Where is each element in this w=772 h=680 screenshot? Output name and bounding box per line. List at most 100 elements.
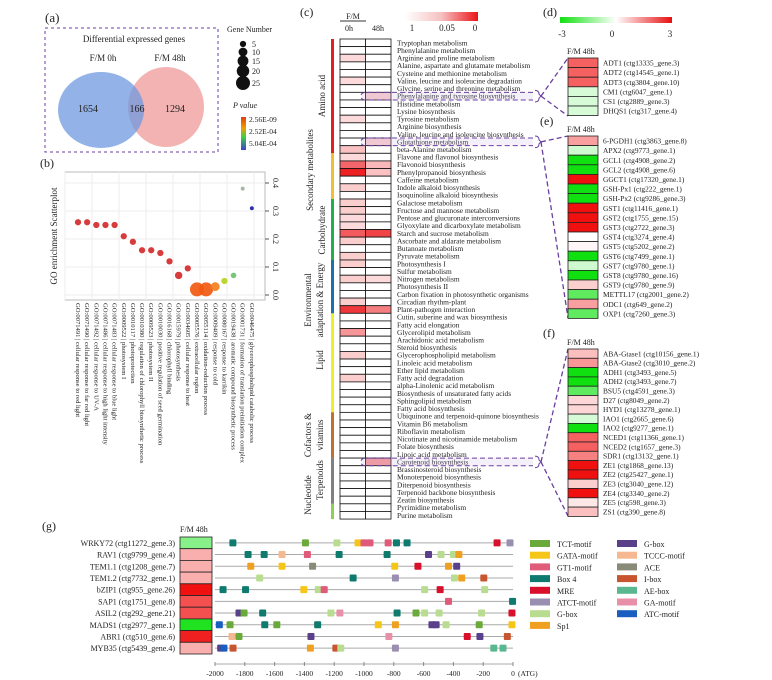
- gene-label: GST7 (ctg9780_gene.1): [603, 261, 675, 270]
- heatmap-cell: [339, 130, 366, 139]
- x-tick-label: -1000: [355, 669, 373, 678]
- legend-label: TCT-motif: [557, 540, 592, 549]
- gene-label: bZIP1 (ctg955_gene.26): [97, 586, 176, 595]
- gene-label: SAP1 (ctg1751_gene.8): [98, 597, 175, 606]
- panel-a-label: (a): [45, 10, 59, 25]
- venn-count-48h: 1294: [165, 104, 185, 115]
- x-tick-label: GO:0046475 | glycerophospholipid catabol…: [248, 303, 255, 444]
- category-label: Cofactors &: [303, 413, 313, 457]
- gene-heat-cell: [567, 145, 599, 156]
- pathway-label: Vitamin B6 metabolism: [397, 419, 468, 428]
- pathway-label: Ascorbate and aldarate metabolism: [397, 236, 501, 245]
- y-tick-label: 0.3: [271, 206, 280, 216]
- connector-line: [540, 95, 569, 117]
- legend-label: Box 4: [557, 575, 576, 584]
- motif-box: [309, 562, 317, 570]
- panel-f-label: (f): [543, 326, 555, 340]
- gene-heat-cell: [567, 250, 599, 262]
- heatmap-cell: [339, 61, 366, 70]
- pathway-label: Glutathione metabolism: [397, 137, 468, 146]
- category-label: Environmental: [303, 273, 313, 327]
- gene-label: GCL1 (ctg4908_gene.2): [603, 156, 676, 165]
- heatmap-cell: [339, 267, 366, 276]
- motif-box: [314, 586, 322, 594]
- gene-heat-cell: [567, 231, 599, 243]
- legend-swatch: [617, 563, 637, 571]
- legend-label: ATCT-motif: [557, 599, 597, 608]
- gene-label: GST5 (ctg5202_gene.2): [603, 242, 675, 251]
- legend-swatch: [530, 563, 550, 571]
- x-tick-label: GO:0071490 | cellular response to far re…: [83, 303, 90, 426]
- gene-label: ABA-Gtase1 (ctg10156_gene.1): [603, 349, 700, 358]
- x-tick-label: -1400: [296, 669, 314, 678]
- motif-box: [333, 539, 341, 547]
- motif-box: [493, 539, 501, 547]
- motif-box: [403, 539, 411, 547]
- heatmap-cell: [339, 320, 366, 329]
- heatmap-cell: [365, 190, 392, 200]
- connector-line: [540, 57, 569, 97]
- gene-heat-cell: [179, 606, 213, 620]
- motif-box: [453, 562, 461, 570]
- gene-heat-cell: [179, 595, 213, 608]
- legend-label: MRE: [557, 587, 574, 596]
- gene-label: IAO1 (ctg2665_gene.6): [603, 414, 674, 423]
- gene-heat-cell: [567, 86, 599, 97]
- highlight-bracket: [360, 91, 533, 101]
- fold-change-colorbar: [560, 17, 672, 23]
- pvalue-colorbar: [241, 117, 246, 150]
- heatmap-cell: [365, 84, 392, 93]
- gene-heat-cell: [567, 279, 599, 291]
- panel-b-label: (b): [40, 156, 54, 170]
- colorbar-label: 0.05: [439, 23, 455, 33]
- motif-box: [436, 586, 444, 594]
- heatmap-cell: [365, 160, 392, 169]
- color-legend-title: P value: [232, 101, 258, 110]
- legend-swatch: [530, 575, 550, 583]
- legend-swatch: [530, 598, 550, 606]
- gene-heat-cell: [567, 432, 599, 443]
- heatmap-cell: [339, 297, 366, 307]
- legend-label: ATC-motif: [644, 610, 679, 619]
- x-tick-label: 0: [511, 669, 515, 678]
- heatmap-cell: [365, 335, 392, 345]
- category-label: Amino acid: [317, 74, 327, 117]
- pathway-label: Phenylpropanoid biosynthesis: [397, 168, 486, 177]
- pathway-label: Valine, leucine and isoleucine degradati…: [397, 76, 522, 85]
- venn-count-0h: 1654: [78, 104, 98, 115]
- pathway-label: Glyoxylate and dicarboxylate metabolism: [397, 221, 521, 230]
- heatmap-cell: [339, 351, 366, 360]
- gene-heat-cell: [567, 478, 599, 489]
- gene-heat-cell: [567, 469, 599, 480]
- atg-label: (ATG): [518, 669, 538, 678]
- gene-label: RAV1 (ctg9799_gene.4): [97, 551, 175, 560]
- size-legend-label: 15: [252, 57, 260, 66]
- motif-box: [215, 621, 223, 629]
- heatmap-cell: [339, 389, 366, 398]
- heatmap-cell: [365, 297, 392, 307]
- motif-box: [444, 597, 452, 605]
- motif-box: [300, 586, 308, 594]
- pathway-label: Ubiquinone and terpenoid-quinone biosynt…: [397, 412, 539, 421]
- gene-label: GST4 (ctg3274_gene.4): [603, 233, 675, 242]
- pathway-label: Tryptophan metabolism: [397, 38, 468, 47]
- heatmap-cell: [365, 282, 392, 291]
- panel-c-label: (c): [300, 5, 313, 19]
- motif-box: [449, 551, 457, 559]
- pathway-label: Alanine, aspartate and glutamate metabol…: [397, 61, 530, 70]
- heatmap-cell: [365, 404, 392, 413]
- gene-label: D27 (ctg8049_gene.2): [603, 396, 670, 405]
- motif-box: [490, 644, 498, 652]
- scatter-point: [129, 238, 137, 245]
- category-bar: [331, 153, 334, 200]
- heatmap-cell: [365, 107, 392, 116]
- x-tick-label: -1200: [325, 669, 343, 678]
- heatmap-cell: [339, 335, 366, 345]
- heatmap-cell: [365, 381, 392, 390]
- gene-heat-cell: [567, 395, 599, 406]
- gene-heat-cell: [179, 548, 213, 561]
- gene-label: ZE5 (ctg598_gene.3): [603, 498, 666, 507]
- pathway-label: Arginine biosynthesis: [397, 122, 462, 131]
- pathway-label: Fatty acid biosynthesis: [397, 404, 465, 413]
